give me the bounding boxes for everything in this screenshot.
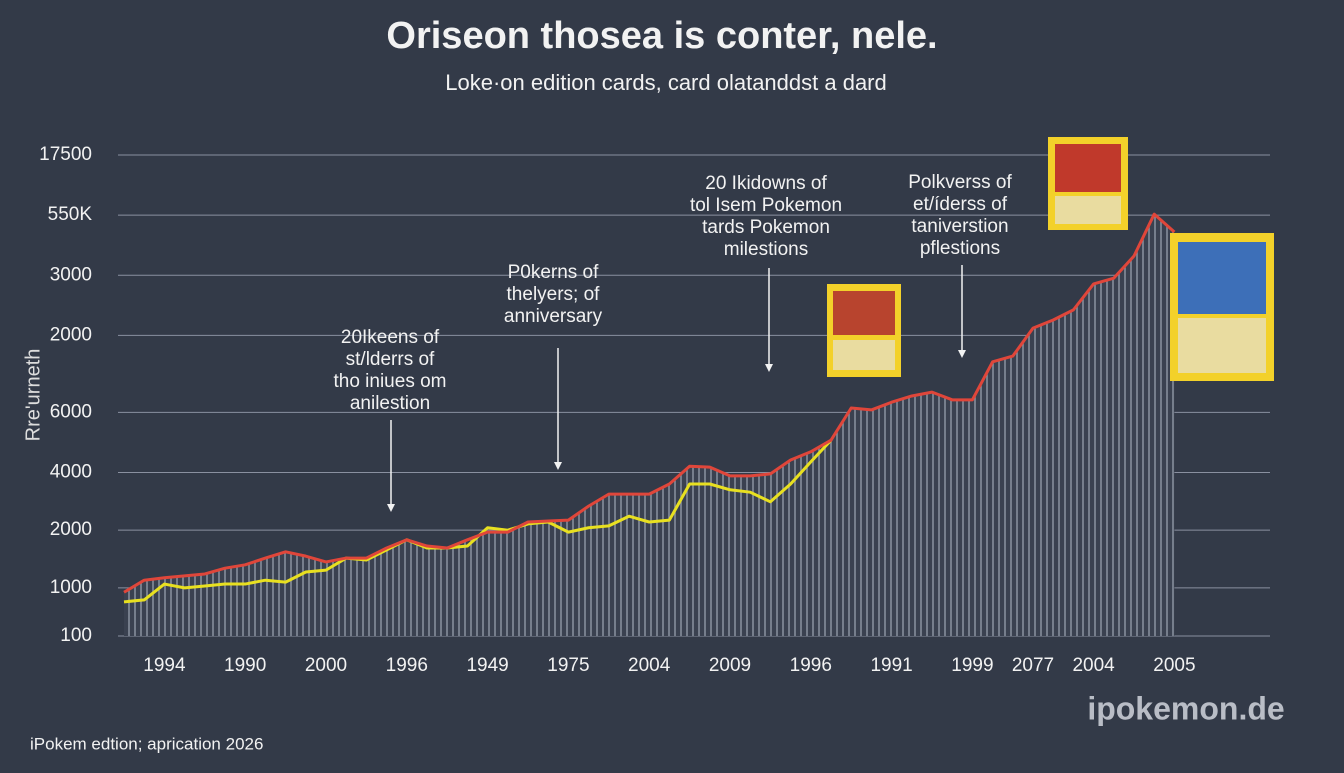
area: [124, 214, 1175, 636]
x-tick-label: 2005: [1153, 655, 1195, 676]
x-tick-label: 1999: [951, 655, 993, 676]
annotation-arrowhead: [958, 350, 966, 358]
annotation-arrowhead: [554, 462, 562, 470]
annotation-text: Polkverss of: [908, 172, 1012, 193]
annotation-arrowhead: [765, 364, 773, 372]
x-tick-label: 1996: [386, 655, 428, 676]
annotation-text: tho iniues om: [333, 371, 446, 392]
x-tick-label: 1994: [143, 655, 186, 676]
x-tick-label: 1991: [870, 655, 912, 676]
card-text: [1055, 196, 1121, 224]
x-tick-label: 2004: [628, 655, 671, 676]
card-images: [827, 137, 1274, 381]
y-tick-label: 17500: [39, 144, 92, 165]
annotation-text: thelyers; of: [507, 284, 601, 305]
annotation-text: pflestions: [920, 238, 1000, 259]
annotation-text: anniversary: [504, 306, 603, 327]
card-art: [1178, 242, 1266, 314]
x-tick-label: 2077: [1012, 655, 1054, 676]
x-tick-label: 1996: [790, 655, 832, 676]
y-tick-label: 2000: [50, 324, 92, 345]
annotation-text: milestions: [724, 239, 808, 260]
y-tick-label: 100: [60, 625, 92, 646]
card-art: [833, 291, 895, 335]
card-art: [1055, 144, 1121, 192]
annotation-text: P0kerns of: [508, 262, 600, 283]
y-tick-label: 1000: [50, 577, 92, 598]
x-tick-label: 2009: [709, 655, 751, 676]
card-text: [833, 340, 895, 370]
x-tick-label: 1975: [547, 655, 589, 676]
x-tick-label: 2004: [1072, 655, 1115, 676]
annotation-text: tol Isem Pokemon: [690, 195, 842, 216]
y-tick-label: 6000: [50, 401, 92, 422]
source-note: iPokem edtion; aprication 2026: [30, 734, 263, 753]
x-tick-label: 2000: [305, 655, 347, 676]
annotation-text: anilestion: [350, 393, 430, 414]
annotation-text: tards Pokemon: [702, 217, 830, 238]
annotation-text: taniverstion: [911, 216, 1008, 237]
y-axis-label: Rre'urneth: [22, 349, 44, 442]
annotation-text: st/lderrs of: [346, 349, 435, 370]
watermark: ipokemon.de: [1087, 690, 1284, 726]
x-tick-label: 1949: [466, 655, 508, 676]
annotation-arrowhead: [387, 504, 395, 512]
card-text: [1178, 318, 1266, 373]
annotation-text: 20 Ikidowns of: [705, 173, 827, 194]
y-tick-label: 4000: [50, 461, 92, 482]
y-tick-label: 550K: [48, 204, 93, 225]
annotation-text: et/íderss of: [913, 194, 1008, 215]
chart-title: Oriseon thosea is conter, nele.: [386, 15, 937, 57]
y-tick-label: 2000: [50, 519, 92, 540]
x-tick-label: 1990: [224, 655, 266, 676]
annotation-text: 20Ikeens of: [341, 327, 440, 348]
chart-subtitle: Loke·on edition cards, card olatanddst a…: [445, 70, 887, 95]
series-line: [123, 212, 1176, 594]
y-tick-label: 3000: [50, 264, 92, 285]
